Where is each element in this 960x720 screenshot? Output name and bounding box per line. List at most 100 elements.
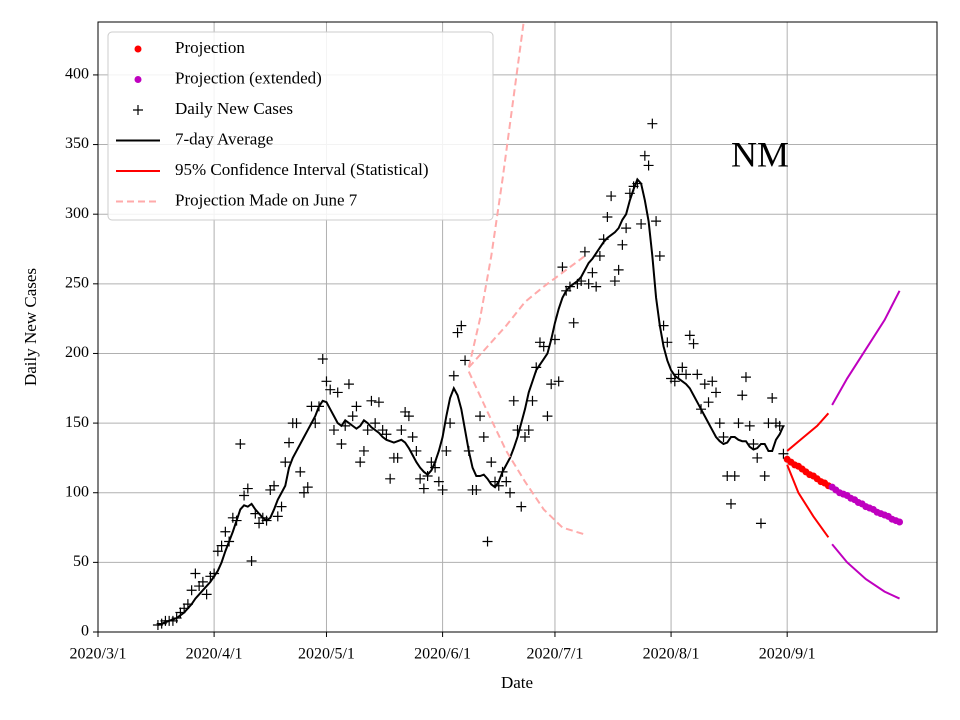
daily-case-marker [456,320,467,331]
daily-case-marker [542,411,553,422]
daily-case-marker [269,480,280,491]
y-tick-label: 400 [65,66,89,83]
daily-case-marker [639,150,650,161]
daily-case-marker [755,518,766,529]
daily-case-marker [669,376,680,387]
daily-case-marker [422,471,433,482]
daily-case-marker [358,445,369,456]
daily-case-marker [767,393,778,404]
projection-point [896,518,904,526]
y-tick-label: 250 [65,274,89,291]
x-axis-label: Date [501,673,533,692]
daily-case-marker [778,448,789,459]
daily-case-marker [445,418,456,429]
daily-case-marker [418,483,429,494]
legend-marker [134,45,142,53]
daily-case-marker [235,438,246,449]
daily-case-marker [343,379,354,390]
daily-case-marker [216,540,227,551]
daily-case-marker [718,432,729,443]
daily-case-marker [392,452,403,463]
daily-case-marker [197,576,208,587]
series-line [786,412,830,452]
daily-case-marker [332,387,343,398]
x-tick-label: 2020/9/1 [759,646,816,663]
daily-case-marker [336,438,347,449]
daily-case-marker [220,526,231,537]
legend-label: Projection [175,38,245,57]
series-line [831,290,901,406]
daily-case-marker [347,411,358,422]
daily-case-marker [239,490,250,501]
legend-marker [133,105,143,115]
daily-case-marker [613,264,624,275]
daily-case-marker [568,317,579,328]
daily-case-marker [325,384,336,395]
daily-case-marker [621,223,632,234]
daily-case-marker [609,276,620,287]
axes-frame [97,21,938,633]
daily-case-marker [602,211,613,222]
daily-case-marker [643,160,654,171]
daily-case-marker [703,397,714,408]
y-tick-label: 150 [65,414,89,431]
daily-case-marker [351,401,362,412]
daily-case-marker [366,395,377,406]
series-line [157,177,785,626]
daily-case-marker [471,484,482,495]
legend-label: Projection (extended) [175,68,322,87]
x-tick-label: 2020/3/1 [70,646,127,663]
daily-case-marker [448,370,459,381]
daily-case-marker [415,473,426,484]
annotation: NM [731,134,789,174]
axes: 0 50 100 150 200 250 300 350 400 2020/3/1 2020/4/1… [65,66,816,663]
y-tick-label: 300 [65,205,89,222]
daily-case-marker [280,457,291,468]
daily-case-marker [508,395,519,406]
daily-case-marker [482,536,493,547]
daily-case-marker [681,369,692,380]
daily-case-marker [284,437,295,448]
projection-june7-line [467,22,525,368]
daily-case-marker [647,118,658,129]
daily-case-marker [385,473,396,484]
daily-case-marker [441,445,452,456]
daily-case-marker [744,420,755,431]
daily-case-marker [190,568,201,579]
y-axis-label: Daily New Cases [21,268,40,386]
daily-case-marker [546,379,557,390]
legend-box [107,31,494,221]
series-line [786,464,830,538]
daily-case-marker [737,390,748,401]
x-tick-label: 2020/4/1 [186,646,243,663]
daily-case-marker [272,511,283,522]
y-tick-label: 100 [65,483,89,500]
daily-case-marker [362,425,373,436]
daily-case-marker [373,397,384,408]
daily-case-marker [433,476,444,487]
legend-label: Daily New Cases [175,99,293,118]
daily-case-marker [505,487,516,498]
daily-case-marker [733,418,744,429]
daily-case-marker [579,246,590,257]
daily-case-marker [370,418,381,429]
y-tick-label: 50 [73,553,89,570]
daily-case-marker [636,218,647,229]
daily-case-marker [591,281,602,292]
daily-case-marker [538,341,549,352]
legend-label: Projection Made on June 7 [175,190,358,209]
daily-case-marker [587,267,598,278]
daily-case-marker [711,387,722,398]
y-tick-label: 350 [65,135,89,152]
daily-case-marker [437,484,448,495]
legend-label: 95% Confidence Interval (Statistical) [175,160,429,179]
daily-case-marker [617,239,628,250]
daily-case-marker [321,376,332,387]
daily-case-marker [403,411,414,422]
daily-case-marker [519,432,530,443]
daily-case-marker [328,425,339,436]
daily-case-marker [594,250,605,261]
daily-case-marker [583,278,594,289]
daily-case-marker [276,501,287,512]
